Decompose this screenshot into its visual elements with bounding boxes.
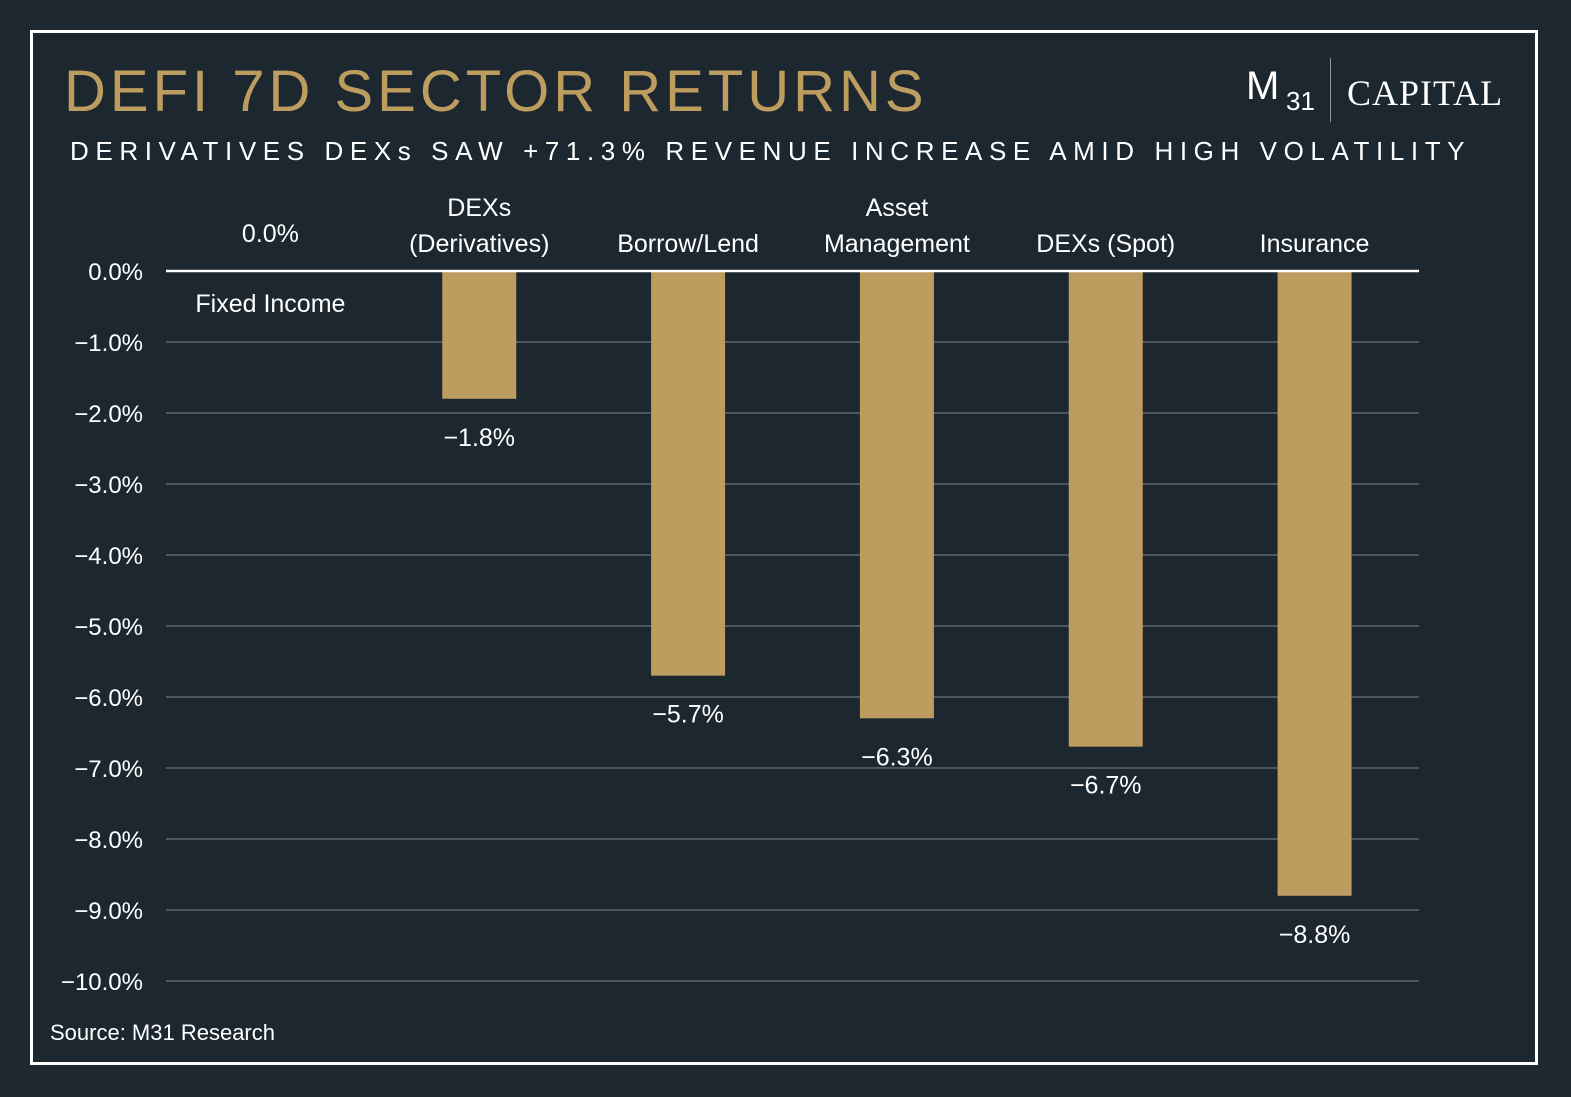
y-tick-label: −2.0%: [74, 401, 143, 428]
category-label: Management: [824, 230, 970, 258]
logo-word: CAPITAL: [1347, 73, 1504, 113]
bar: [1277, 271, 1352, 896]
y-tick-label: −6.0%: [74, 685, 143, 712]
y-tick-label: −3.0%: [74, 472, 143, 499]
category-label: Asset: [866, 194, 929, 222]
data-label: −5.7%: [652, 701, 724, 729]
category-label: Fixed Income: [195, 290, 345, 318]
data-label: −8.8%: [1279, 921, 1351, 949]
category-label: (Derivatives): [409, 230, 549, 258]
chart-title: DEFI 7D SECTOR RETURNS: [64, 59, 928, 124]
y-tick-label: −1.0%: [74, 330, 143, 357]
bar: [1068, 271, 1143, 747]
bar: [442, 271, 517, 399]
logo-letter-m: M: [1246, 64, 1280, 108]
y-tick-label: 0.0%: [88, 259, 143, 286]
y-tick-label: −8.0%: [74, 827, 143, 854]
chart-subtitle: DERIVATIVES DEXs SAW +71.3% REVENUE INCR…: [70, 136, 1472, 166]
category-label: Borrow/Lend: [617, 230, 759, 258]
logo-divider: [1330, 58, 1331, 122]
data-label: −6.3%: [861, 743, 933, 771]
bar: [859, 271, 934, 719]
category-label: DEXs: [447, 194, 511, 222]
category-label: DEXs (Spot): [1036, 230, 1175, 258]
m31-capital-logo: M 31 CAPITAL: [1246, 58, 1506, 124]
y-tick-label: −9.0%: [74, 898, 143, 925]
bar: [651, 271, 726, 676]
data-label: −1.8%: [443, 424, 515, 452]
data-label: −6.7%: [1070, 772, 1142, 800]
y-tick-label: −4.0%: [74, 543, 143, 570]
y-tick-label: −5.0%: [74, 614, 143, 641]
y-tick-label: −7.0%: [74, 756, 143, 783]
logo-number: 31: [1286, 86, 1315, 116]
category-label: Insurance: [1260, 230, 1370, 258]
y-tick-label: −10.0%: [61, 969, 143, 996]
data-label: 0.0%: [242, 220, 299, 248]
source-note: Source: M31 Research: [50, 1020, 275, 1045]
